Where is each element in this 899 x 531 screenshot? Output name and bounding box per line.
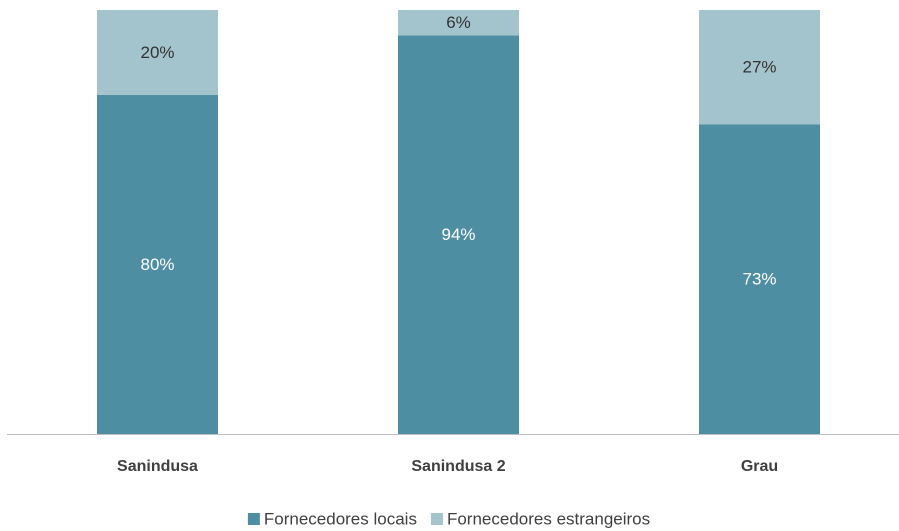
data-label: 73% bbox=[742, 270, 776, 289]
data-label: 27% bbox=[742, 58, 776, 77]
legend-label: Fornecedores locais bbox=[264, 509, 417, 528]
legend-label: Fornecedores estrangeiros bbox=[447, 509, 650, 528]
x-tick-label: Sanindusa 2 bbox=[411, 458, 505, 475]
x-tick-label: Grau bbox=[741, 458, 778, 475]
x-tick-label: Sanindusa bbox=[117, 458, 198, 475]
legend-swatch bbox=[247, 513, 260, 525]
bar-segment bbox=[398, 35, 519, 434]
bar-segment bbox=[398, 10, 519, 36]
bar-segment bbox=[699, 124, 820, 434]
data-label: 80% bbox=[140, 255, 174, 274]
data-label: 6% bbox=[446, 13, 471, 32]
bar-segment bbox=[97, 10, 218, 95]
data-label: 94% bbox=[441, 225, 475, 244]
bar-segment bbox=[97, 94, 218, 435]
legend-swatch bbox=[430, 513, 443, 525]
legend: Fornecedores locais Fornecedores estrange… bbox=[247, 509, 650, 528]
data-label: 20% bbox=[140, 43, 174, 62]
bar-segment bbox=[699, 10, 820, 125]
